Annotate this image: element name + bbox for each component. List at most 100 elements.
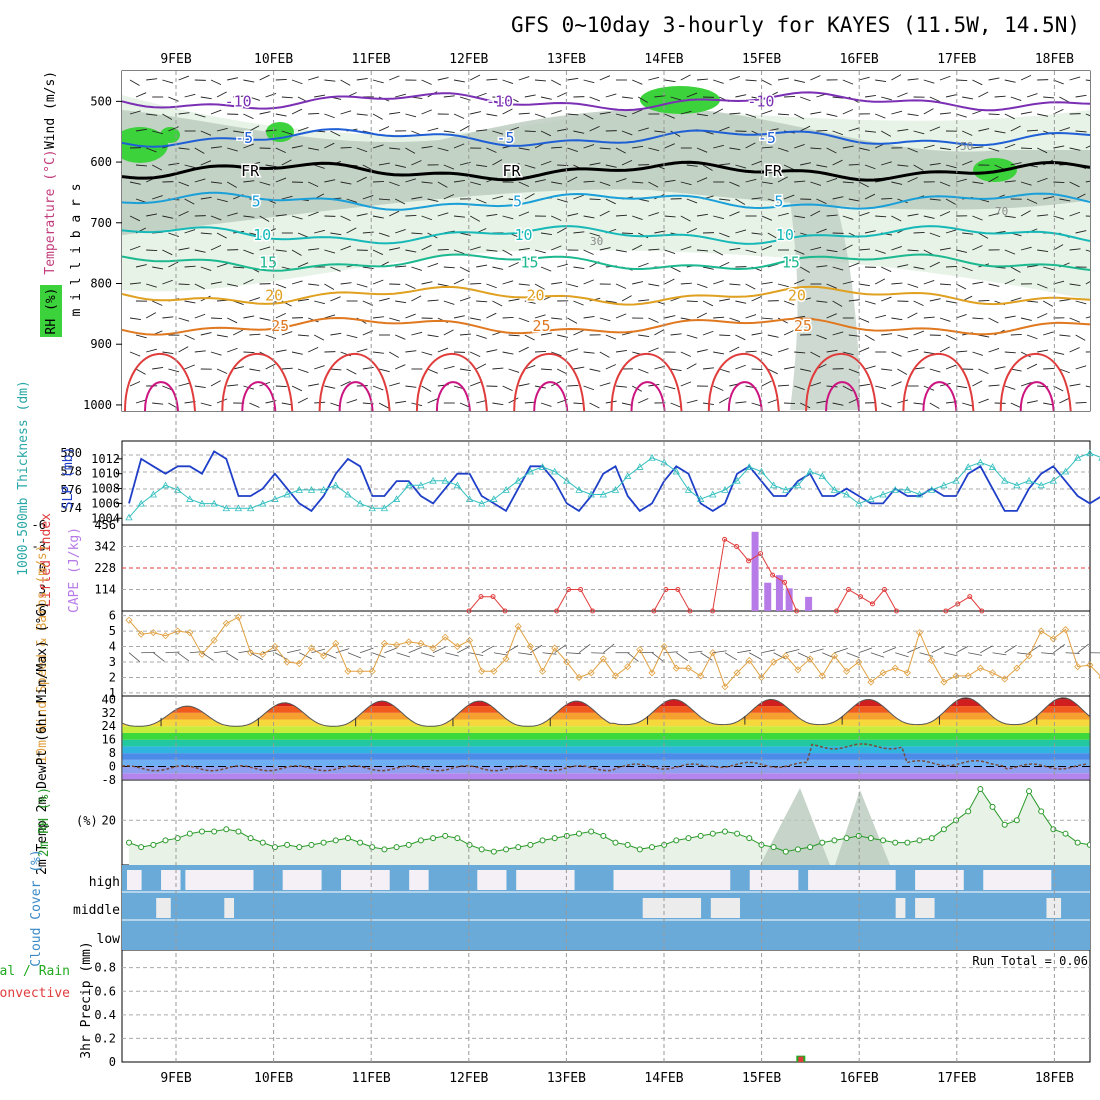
wind-barb — [168, 232, 179, 238]
wind-barb — [265, 334, 277, 340]
wind-point — [721, 683, 729, 691]
thickness-point — [745, 463, 753, 470]
wind-barb — [470, 351, 481, 358]
wind-barb — [767, 368, 778, 375]
wind-barb — [378, 198, 391, 201]
wind-barb — [508, 163, 520, 166]
wind-barb — [939, 346, 950, 353]
temp-band — [122, 719, 1090, 727]
wind-barb — [913, 164, 924, 171]
wind-barb — [540, 332, 552, 336]
wind-barb — [972, 181, 984, 184]
wind-barb-10m — [1016, 652, 1031, 655]
wind-barb — [453, 215, 465, 218]
wind-barb — [848, 127, 860, 132]
wind-barb — [913, 300, 924, 307]
wind-barb — [151, 164, 163, 171]
slp-tick-label: 1010 — [91, 467, 120, 481]
wind-barb — [972, 245, 983, 251]
wind-barb — [437, 77, 449, 81]
rh-point — [636, 846, 643, 853]
wind-barb — [858, 76, 870, 81]
wind-barb — [875, 113, 886, 119]
isotherm-35 — [1019, 381, 1055, 411]
wind-barb-10m — [493, 652, 508, 656]
isotherm-35 — [630, 381, 666, 411]
wind-barb — [875, 249, 886, 254]
dewpoint-line — [122, 743, 1088, 772]
wind-barb — [492, 402, 504, 406]
wind-barb-10m — [335, 648, 350, 654]
wind-barb — [567, 176, 578, 183]
lifted-index-point — [734, 544, 740, 549]
wind-barb — [988, 283, 1000, 287]
wind-barb — [696, 312, 708, 319]
wind-barb — [858, 181, 870, 188]
wind-barb — [227, 384, 239, 387]
wind-barb — [923, 79, 935, 84]
rh-point — [186, 830, 193, 837]
wind-point — [174, 627, 182, 635]
wind-barb — [648, 248, 660, 251]
wind-barb — [1075, 230, 1087, 234]
temp-band — [122, 697, 1090, 700]
wind-barb — [599, 75, 611, 81]
wind-barb — [1053, 108, 1064, 115]
wind-barb — [1037, 313, 1048, 319]
wind-barb — [761, 215, 773, 221]
wind-point — [672, 664, 680, 672]
wind-barb — [557, 198, 568, 203]
rh-point — [539, 837, 546, 844]
wind-barb-10m — [214, 650, 229, 654]
wind-barb-10m — [554, 644, 567, 654]
wind-barb — [842, 385, 853, 392]
wind-barb — [200, 266, 212, 272]
wind-barb — [783, 366, 795, 370]
wind-barb — [972, 317, 984, 320]
isotherm-label: 5 — [774, 193, 783, 211]
wind-point — [599, 655, 607, 663]
wind-barb — [929, 261, 940, 268]
wind-barb — [356, 348, 368, 353]
wind-barb — [178, 112, 190, 115]
wind-barb — [411, 196, 423, 200]
wind-barb — [249, 161, 261, 166]
wind-barb — [670, 96, 682, 101]
rh-point — [466, 841, 473, 848]
wind-barb-10m — [445, 652, 459, 657]
wind-barb — [1069, 283, 1081, 286]
cape-tick-label: 114 — [94, 583, 116, 597]
wind-barb — [443, 300, 455, 305]
wind-point — [624, 663, 632, 671]
wind-barb — [729, 283, 741, 286]
wind-barb — [897, 92, 908, 98]
lifted-index-line — [836, 588, 897, 612]
wind-barb-10m — [578, 643, 591, 654]
wind-barb — [1004, 351, 1016, 354]
wind-barb-10m — [955, 645, 969, 654]
wind-barb — [605, 164, 617, 168]
wind-barb — [858, 383, 870, 387]
wind-barb — [372, 385, 384, 391]
wind-barb — [275, 214, 287, 217]
wind-barb-10m — [250, 652, 263, 661]
wind-point — [782, 652, 790, 660]
wind-barb — [972, 281, 984, 285]
wind-barb — [378, 368, 390, 373]
wind-barb — [955, 283, 967, 290]
wind-barb — [427, 398, 438, 404]
lifted-tick-label: 0 — [39, 561, 46, 575]
wind-barb — [1037, 214, 1049, 217]
wind-barb — [421, 281, 433, 285]
wind-barb — [972, 351, 984, 356]
rh-point — [259, 839, 266, 846]
wind-barb — [168, 261, 179, 268]
wind-point — [1037, 627, 1045, 635]
lifted-index-point — [955, 601, 961, 607]
rh-point — [454, 835, 461, 842]
rh-legend-swatch — [40, 285, 62, 337]
wind-point — [478, 667, 486, 675]
wind-barb — [761, 281, 773, 285]
wind-barb — [573, 231, 585, 234]
cape-label: CAPE (J/kg) — [67, 527, 82, 613]
